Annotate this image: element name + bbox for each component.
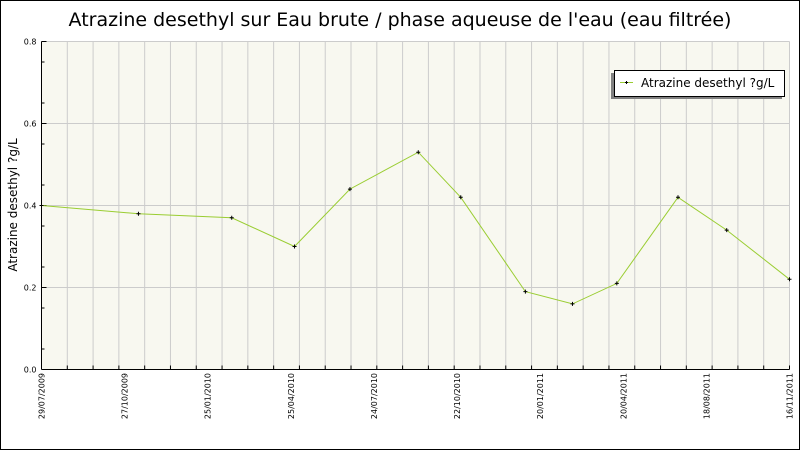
x-tick-label: 20/01/2011 [536, 373, 545, 419]
data-point-marker [570, 301, 575, 306]
axes: 0.0 0.2 0.4 0.6 0.8 29/07/2009 27/10/2009 25/01… [24, 38, 795, 420]
y-tick-label: 0.8 [24, 38, 37, 47]
data-point-marker [614, 281, 619, 286]
data-point-marker [675, 195, 680, 200]
x-tick-label: 27/10/2009 [121, 373, 130, 419]
data-point-marker [347, 187, 352, 192]
data-point-marker [39, 203, 44, 208]
data-point-marker [523, 289, 528, 294]
legend-marker-icon [625, 81, 628, 84]
x-tick-label: 16/11/2011 [786, 373, 795, 419]
y-tick-label: 0.6 [24, 120, 37, 129]
y-tick-label: 0.0 [24, 366, 37, 375]
x-tick-label: 20/04/2011 [619, 373, 628, 419]
data-point-marker [136, 211, 141, 216]
data-point-marker [416, 150, 421, 155]
data-point-marker [292, 244, 297, 249]
legend: Atrazine desethyl ?g/L [611, 70, 785, 99]
x-tick-label: 25/01/2010 [204, 373, 213, 419]
chart-title: Atrazine desethyl sur Eau brute / phase … [69, 9, 732, 31]
data-point-marker [229, 215, 234, 220]
series-group [39, 150, 792, 306]
y-tick-label: 0.4 [24, 202, 37, 211]
x-tick-label: 22/10/2010 [453, 373, 462, 419]
legend-label: Atrazine desethyl ?g/L [641, 76, 775, 90]
grid [41, 41, 790, 370]
data-point-marker [787, 277, 792, 282]
x-tick-label: 25/04/2010 [287, 373, 296, 419]
data-point-marker [724, 228, 729, 233]
x-tick-label: 18/08/2011 [702, 373, 711, 419]
x-tick-label: 29/07/2009 [38, 373, 47, 419]
y-tick-label: 0.2 [24, 284, 37, 293]
legend-box [614, 70, 785, 97]
y-axis-label: Atrazine desethyl ?g/L [6, 138, 20, 272]
data-point-marker [458, 195, 463, 200]
x-tick-label: 24/07/2010 [370, 373, 379, 419]
